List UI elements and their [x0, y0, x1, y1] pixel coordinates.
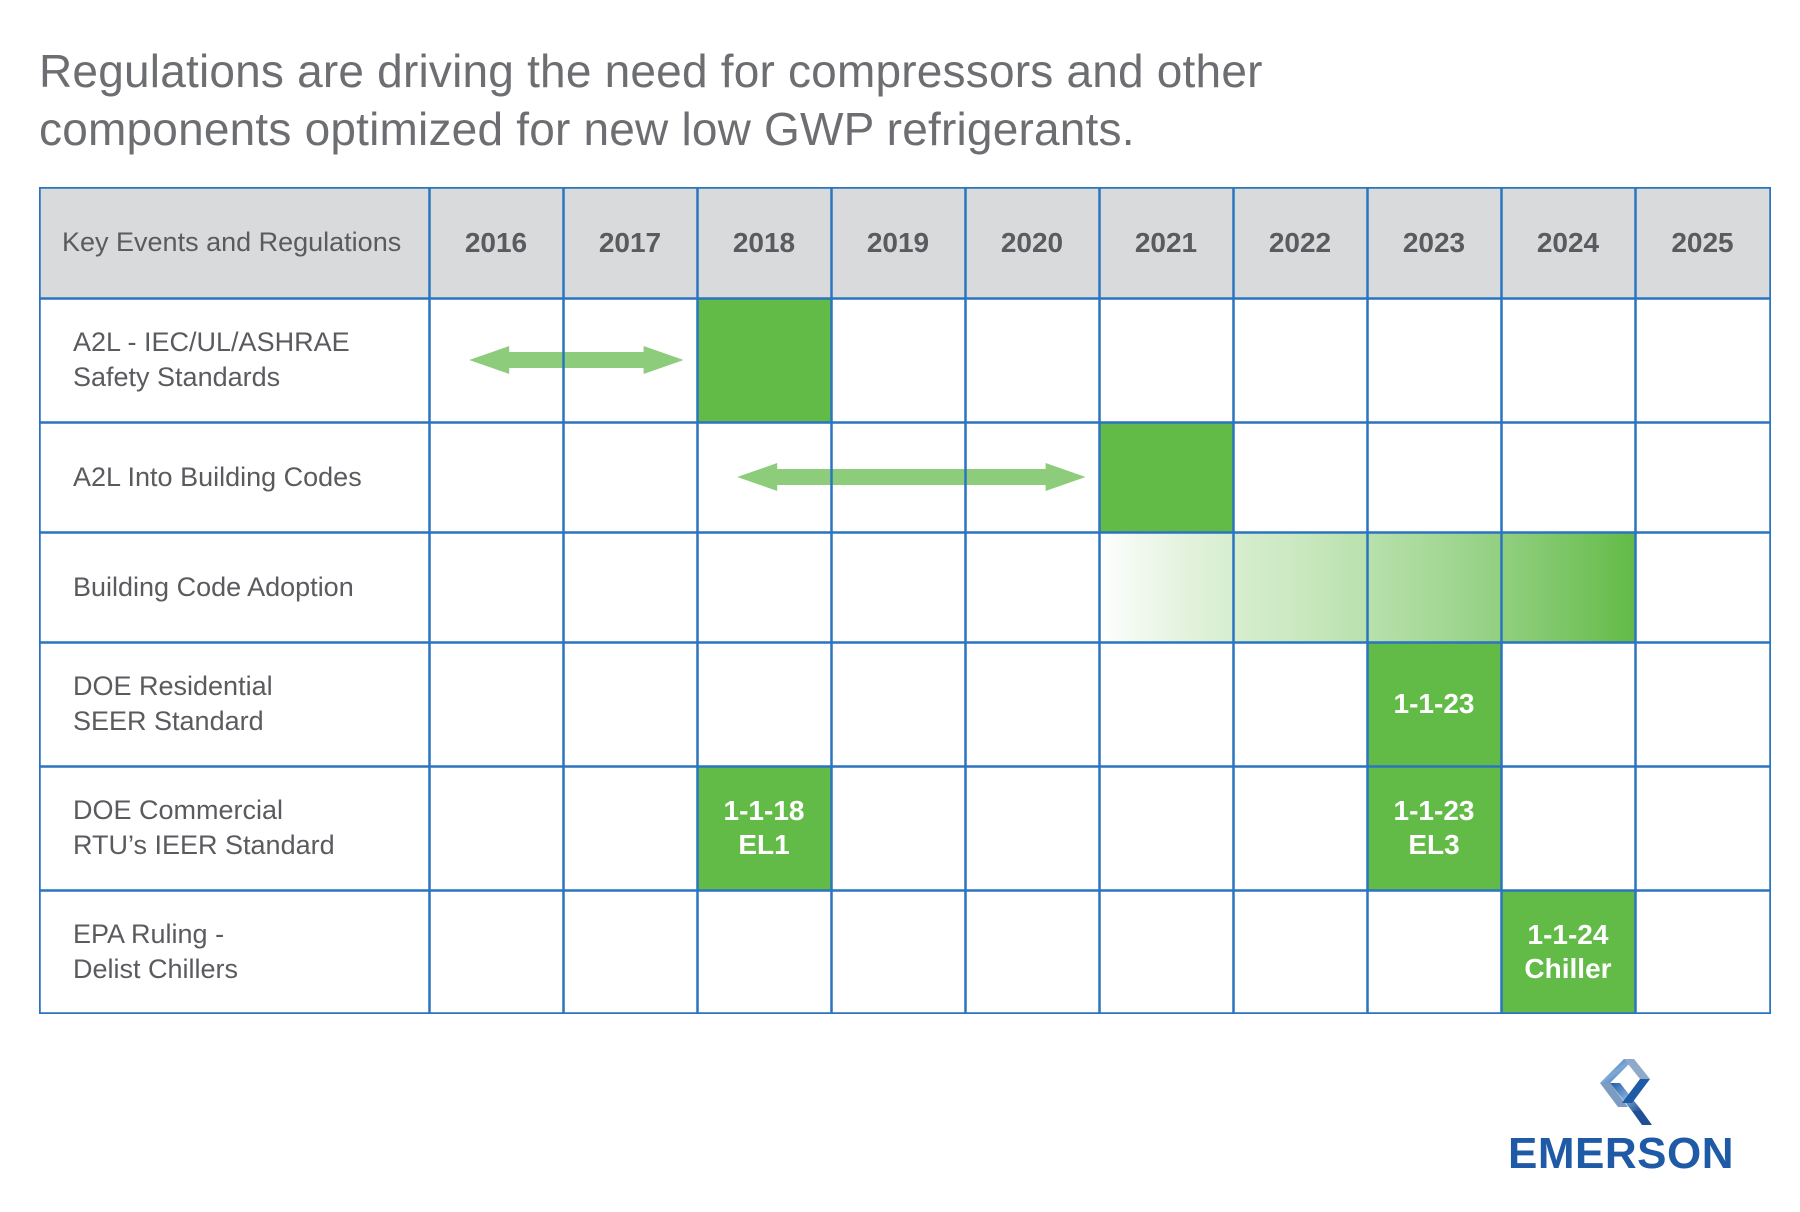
row-label-line: EPA Ruling -	[73, 918, 225, 949]
event-label-line: EL3	[1408, 829, 1460, 860]
event-label: 1-1-24 Chiller	[1501, 890, 1635, 1013]
emerson-chevron-logo-icon	[1600, 1059, 1652, 1125]
row-label-line: SEER Standard	[73, 706, 264, 736]
row-label: DOE Residential SEER Standard	[39, 642, 429, 766]
row-label-line: A2L Into Building Codes	[73, 461, 362, 492]
row-label: A2L - IEC/UL/ASHRAE Safety Standards	[39, 298, 429, 422]
header-year-2019: 2019	[866, 226, 930, 258]
event-cell-2023-row4	[1367, 766, 1501, 890]
title-line-1: Regulations are driving the need for com…	[39, 45, 1263, 97]
event-label-line: 1-1-18	[723, 795, 805, 826]
timeline-double-arrow-1	[737, 463, 1086, 491]
row-label-line: A2L - IEC/UL/ASHRAE	[73, 327, 350, 357]
event-label: 1-1-23	[1367, 642, 1501, 766]
event-label-text: 1-1-23 EL3	[1394, 794, 1475, 862]
event-label: 1-1-18 EL1	[697, 766, 831, 890]
event-cell-2024-row5	[1501, 890, 1635, 1013]
row-label-line: RTU’s IEER Standard	[73, 830, 335, 860]
header-year-2025: 2025	[1671, 226, 1734, 258]
regulation-timeline-table: 1-1-23 1-1-18 EL1 1-1-23 EL3 1-1-24 Chiller Key…	[39, 187, 1771, 1014]
page-title: Regulations are driving the need for com…	[39, 42, 1539, 158]
event-label-line: 1-1-23	[1393, 795, 1475, 826]
header-row-background	[39, 187, 1770, 298]
event-label-line: 1-1-23	[1393, 688, 1475, 719]
header-key-events: Key Events and Regulations	[62, 227, 402, 257]
row-label-line: Building Code Adoption	[73, 571, 354, 602]
emerson-wordmark: EMERSON	[1508, 1129, 1734, 1178]
event-label-text: 1-1-18 EL1	[724, 794, 805, 862]
event-cell-2018-row0	[697, 298, 831, 422]
row-label-line: Delist Chillers	[73, 953, 239, 984]
header-year-2017: 2017	[598, 226, 662, 258]
header-year-2018: 2018	[732, 226, 796, 258]
title-line-2: components optimized for new low GWP ref…	[39, 103, 1135, 155]
event-label: 1-1-23 EL3	[1367, 766, 1501, 890]
row-label: EPA Ruling - Delist Chillers	[39, 890, 429, 1013]
timeline-double-arrow-0	[469, 346, 684, 374]
header-year-2020: 2020	[1000, 226, 1064, 258]
event-cell-2021-row1	[1099, 422, 1233, 532]
row-label-line: DOE Residential	[73, 671, 273, 701]
row-label-line: DOE Commercial	[73, 795, 284, 825]
event-label-line: Chiller	[1524, 952, 1612, 984]
event-label-line: 1-1-24	[1527, 918, 1609, 950]
row-label: Building Code Adoption	[39, 532, 429, 642]
header-year-2016: 2016	[464, 226, 528, 258]
header-year-2021: 2021	[1134, 226, 1198, 258]
row-label: DOE Commercial RTU’s IEER Standard	[39, 766, 429, 890]
event-label-text: 1-1-23	[1394, 687, 1475, 721]
emerson-logo: EMERSON	[1486, 1055, 1756, 1180]
header-year-2022: 2022	[1268, 226, 1332, 258]
timeline-grid	[39, 187, 1771, 1014]
event-cell-2023-row3	[1367, 642, 1501, 766]
header-year-2023: 2023	[1402, 226, 1466, 258]
row-label: A2L Into Building Codes	[39, 422, 429, 532]
event-cell-2018-row4	[697, 766, 831, 890]
header-year-2024: 2024	[1536, 226, 1600, 258]
event-label-line: EL1	[738, 829, 790, 860]
row-label-line: Safety Standards	[73, 362, 281, 392]
event-label-text: 1-1-24 Chiller	[1524, 918, 1611, 986]
